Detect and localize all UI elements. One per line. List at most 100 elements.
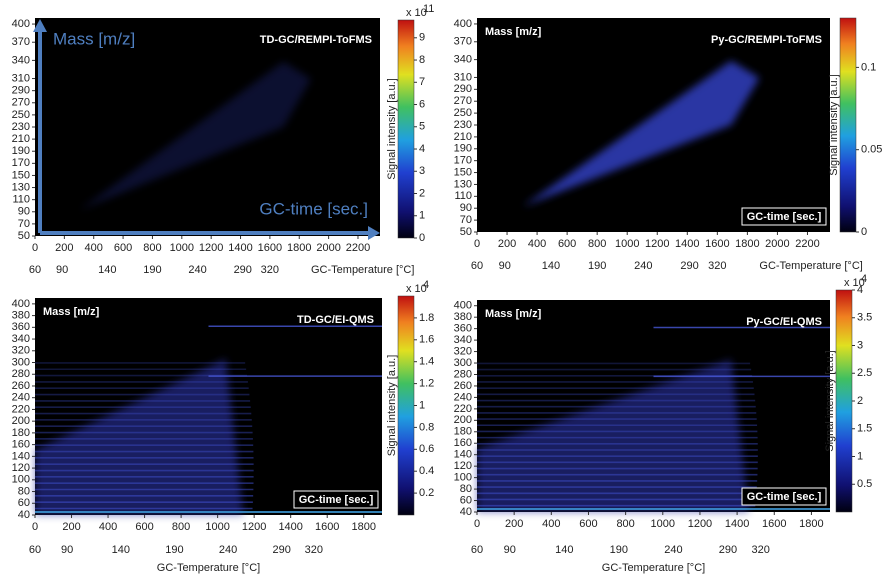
y-tick-label: 90 [460, 202, 472, 214]
y-tick-label: 340 [454, 54, 472, 66]
x-tick-label: 800 [143, 242, 161, 254]
x-axis-title: GC-time [sec.] [747, 491, 822, 503]
x-tick-label: 600 [558, 238, 576, 250]
y-tick-label: 230 [12, 121, 30, 133]
y-tick-label: 210 [454, 131, 472, 143]
colorbar-tick-label: 1.8 [419, 312, 434, 324]
y-tick-label: 300 [454, 357, 472, 369]
signal-texture [35, 325, 382, 515]
y-tick-label: 150 [454, 166, 472, 178]
x-tick-label: 800 [172, 521, 190, 533]
y-tick-label: 160 [454, 437, 472, 449]
x-axis-title: GC-time [sec.] [259, 199, 368, 218]
x2-tick-label: 140 [112, 544, 130, 556]
x-tick-label: 600 [114, 242, 132, 254]
x2-axis-title: GC-Temperature [°C] [311, 264, 414, 276]
y-axis-title: Mass [m/z] [485, 26, 542, 38]
x-tick-label: 1400 [228, 242, 252, 254]
x-tick-label: 400 [542, 518, 560, 530]
x2-tick-label: 90 [61, 544, 73, 556]
y-axis-title: Mass [m/z] [53, 29, 135, 48]
y-tick-label: 240 [12, 392, 30, 404]
x-tick-label: 2200 [346, 242, 370, 254]
colorbar-tick-label: 1.6 [419, 334, 434, 346]
colorbar-tick-label: 0.8 [419, 421, 434, 433]
colorbar-tick-label: 8 [419, 54, 425, 66]
colorbar-tick-label: 5 [419, 121, 425, 133]
colorbar-tick-label: 7 [419, 76, 425, 88]
y-tick-label: 70 [460, 214, 472, 226]
y-tick-label: 60 [460, 494, 472, 506]
x-tick-label: 200 [498, 238, 516, 250]
x-axis-title-box [293, 490, 379, 509]
x2-tick-label: 140 [98, 264, 116, 276]
chart-title: TD-GC/EI-QMS [297, 314, 374, 326]
x-tick-label: 0 [474, 518, 480, 530]
colorbar-tick-label: 0 [861, 226, 867, 238]
y-tick-label: 380 [454, 311, 472, 323]
x-tick-label: 1200 [645, 238, 669, 250]
colorbar-tick-label: 1.4 [419, 356, 434, 368]
y-tick-label: 70 [18, 218, 30, 230]
x2-tick-label: 320 [261, 264, 279, 276]
chart-title: TD-GC/REMPI-ToFMS [260, 34, 372, 46]
x2-axis-title: GC-Temperature [°C] [759, 260, 862, 272]
y-tick-label: 370 [12, 36, 30, 48]
signal-band [35, 358, 244, 515]
colorbar-multiplier: x 10 [406, 7, 427, 19]
x-tick-label: 1000 [170, 242, 194, 254]
y-tick-label: 320 [12, 345, 30, 357]
x2-tick-label: 190 [588, 260, 606, 272]
x-tick-label: 2000 [316, 242, 340, 254]
x-arrow-head [368, 226, 380, 240]
colorbar-tick-label: 0.1 [861, 61, 876, 73]
colorbar-tick-label: 9 [419, 32, 425, 44]
x-tick-label: 0 [474, 238, 480, 250]
y-tick-label: 250 [454, 107, 472, 119]
x2-tick-label: 190 [610, 544, 628, 556]
x-tick-label: 1800 [287, 242, 311, 254]
y-tick-label: 130 [12, 181, 30, 193]
y-tick-label: 380 [12, 310, 30, 322]
y-tick-label: 110 [454, 190, 472, 202]
x2-tick-label: 240 [664, 544, 682, 556]
colorbar-tick-label: 6 [419, 98, 425, 110]
y-tick-label: 200 [12, 415, 30, 427]
x-tick-label: 1000 [615, 238, 639, 250]
x-tick-label: 2000 [765, 238, 789, 250]
x2-tick-label: 290 [719, 544, 737, 556]
colorbar-tick-label: 4 [857, 284, 863, 296]
x2-tick-label: 320 [752, 544, 770, 556]
colorbar-multiplier: x 10 [844, 277, 865, 289]
y-tick-label: 160 [12, 439, 30, 451]
colorbar [839, 17, 857, 233]
y-tick-label: 260 [454, 380, 472, 392]
x2-tick-label: 320 [708, 260, 726, 272]
colorbar-tick-label: 3 [857, 339, 863, 351]
colorbar-tick-label: 1 [419, 399, 425, 411]
y-tick-label: 100 [454, 472, 472, 484]
colorbar-tick-label: 0.2 [419, 487, 434, 499]
x2-tick-label: 60 [29, 264, 41, 276]
y-tick-label: 290 [12, 85, 30, 97]
colorbar-exponent: 4 [861, 273, 867, 285]
y-tick-label: 40 [18, 509, 30, 521]
y-tick-label: 190 [12, 145, 30, 157]
colorbar-tick-label: 2 [857, 395, 863, 407]
y-tick-label: 180 [12, 427, 30, 439]
x2-tick-label: 90 [499, 260, 511, 272]
colorbar [397, 295, 415, 516]
x2-tick-label: 60 [29, 544, 41, 556]
y-tick-label: 230 [454, 119, 472, 131]
y-tick-label: 400 [12, 298, 30, 310]
y-tick-label: 290 [454, 83, 472, 95]
x2-tick-label: 190 [165, 544, 183, 556]
x-axis-title: GC-time [sec.] [299, 494, 374, 506]
y-tick-label: 300 [12, 356, 30, 368]
x-tick-label: 600 [579, 518, 597, 530]
x-tick-label: 1400 [675, 238, 699, 250]
colorbar-label: Signal intensity [a.u.] [824, 350, 836, 452]
x-tick-label: 200 [505, 518, 523, 530]
x2-tick-label: 190 [143, 264, 161, 276]
